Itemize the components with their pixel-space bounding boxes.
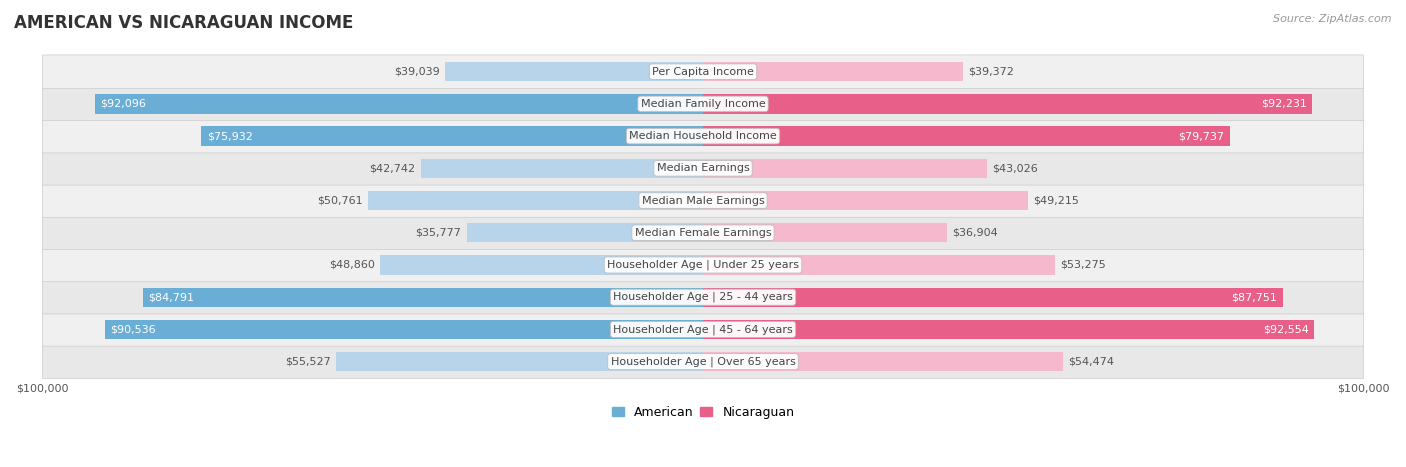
Text: Median Household Income: Median Household Income	[628, 131, 778, 141]
Text: Householder Age | 45 - 64 years: Householder Age | 45 - 64 years	[613, 324, 793, 335]
Text: $90,536: $90,536	[110, 325, 156, 334]
Text: $87,751: $87,751	[1232, 292, 1277, 302]
Text: $49,215: $49,215	[1033, 196, 1080, 205]
FancyBboxPatch shape	[42, 120, 1364, 153]
Bar	[380, 255, 703, 275]
Bar	[94, 94, 703, 113]
Text: $79,737: $79,737	[1178, 131, 1225, 141]
FancyBboxPatch shape	[42, 87, 1364, 120]
Text: $48,860: $48,860	[329, 260, 375, 270]
Text: $75,932: $75,932	[207, 131, 253, 141]
FancyBboxPatch shape	[42, 313, 1364, 346]
Bar	[446, 62, 703, 81]
Text: $92,554: $92,554	[1263, 325, 1309, 334]
Text: $92,096: $92,096	[100, 99, 146, 109]
Text: $42,742: $42,742	[370, 163, 415, 173]
FancyBboxPatch shape	[42, 216, 1364, 249]
Text: $36,904: $36,904	[952, 228, 998, 238]
Text: $35,777: $35,777	[416, 228, 461, 238]
Text: $55,527: $55,527	[285, 357, 330, 367]
Bar	[368, 191, 703, 210]
Text: $39,039: $39,039	[394, 67, 440, 77]
Bar	[143, 288, 703, 307]
Bar	[703, 223, 946, 242]
Bar	[703, 191, 1028, 210]
FancyBboxPatch shape	[42, 184, 1364, 217]
Text: Median Female Earnings: Median Female Earnings	[634, 228, 772, 238]
Bar	[201, 127, 703, 146]
Text: Median Male Earnings: Median Male Earnings	[641, 196, 765, 205]
Bar	[703, 352, 1063, 371]
Text: Per Capita Income: Per Capita Income	[652, 67, 754, 77]
Text: Householder Age | 25 - 44 years: Householder Age | 25 - 44 years	[613, 292, 793, 303]
Text: Householder Age | Over 65 years: Householder Age | Over 65 years	[610, 356, 796, 367]
Bar	[420, 159, 703, 178]
Text: $92,231: $92,231	[1261, 99, 1308, 109]
Legend: American, Nicaraguan: American, Nicaraguan	[606, 401, 800, 424]
FancyBboxPatch shape	[42, 248, 1364, 282]
Bar	[703, 62, 963, 81]
Bar	[703, 94, 1312, 113]
Text: Source: ZipAtlas.com: Source: ZipAtlas.com	[1274, 14, 1392, 24]
FancyBboxPatch shape	[42, 55, 1364, 88]
Text: Householder Age | Under 25 years: Householder Age | Under 25 years	[607, 260, 799, 270]
FancyBboxPatch shape	[42, 152, 1364, 185]
FancyBboxPatch shape	[42, 345, 1364, 378]
Text: $50,761: $50,761	[316, 196, 363, 205]
Bar	[336, 352, 703, 371]
Text: $84,791: $84,791	[148, 292, 194, 302]
Text: $39,372: $39,372	[969, 67, 1014, 77]
Bar	[703, 255, 1054, 275]
Text: Median Earnings: Median Earnings	[657, 163, 749, 173]
Bar	[467, 223, 703, 242]
Bar	[105, 320, 703, 339]
FancyBboxPatch shape	[42, 281, 1364, 314]
Text: $43,026: $43,026	[993, 163, 1038, 173]
Bar	[703, 127, 1230, 146]
Bar	[703, 320, 1315, 339]
Bar	[703, 288, 1282, 307]
Text: $53,275: $53,275	[1060, 260, 1107, 270]
Text: $54,474: $54,474	[1069, 357, 1114, 367]
Text: AMERICAN VS NICARAGUAN INCOME: AMERICAN VS NICARAGUAN INCOME	[14, 14, 353, 32]
Bar	[703, 159, 987, 178]
Text: Median Family Income: Median Family Income	[641, 99, 765, 109]
